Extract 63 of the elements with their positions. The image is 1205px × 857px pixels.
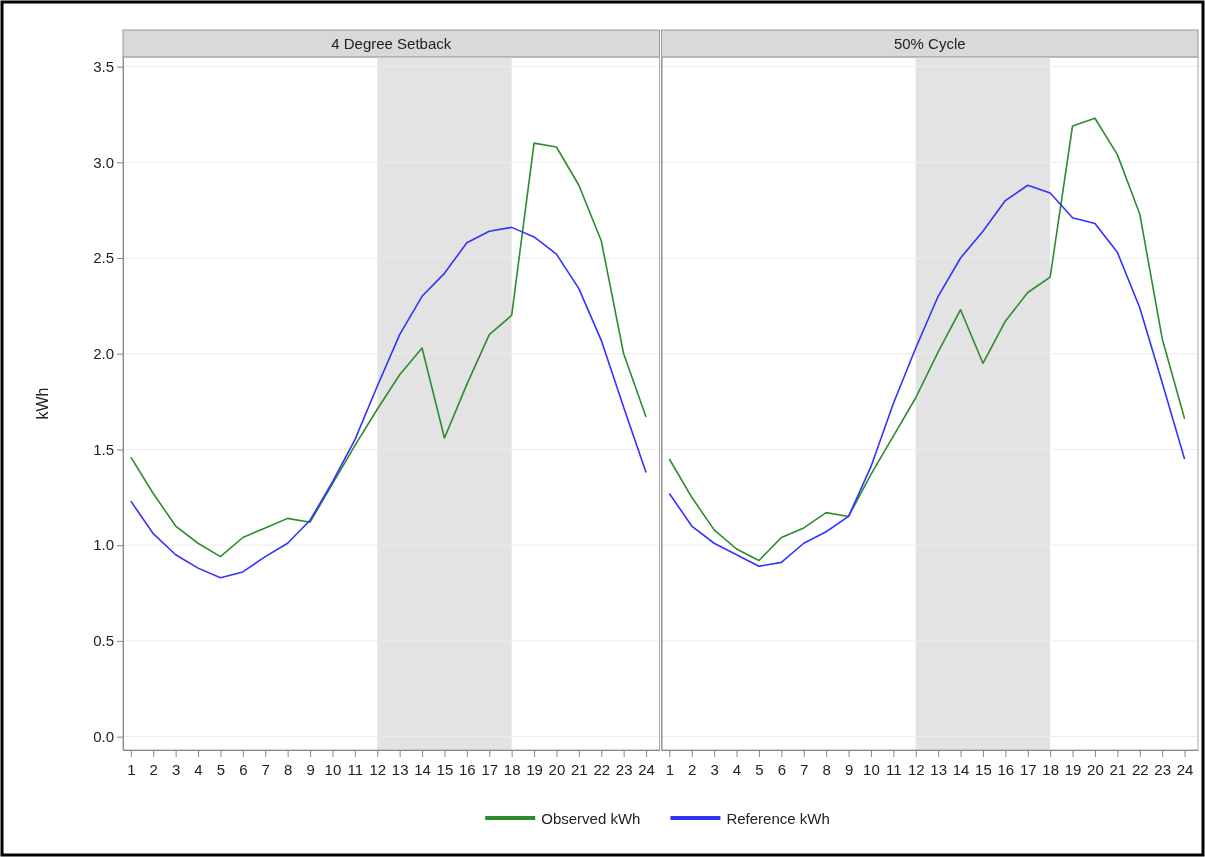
x-tick-label: 22 [593, 760, 611, 778]
legend-label: Reference kWh [726, 809, 830, 827]
x-tick-label: 1 [127, 760, 136, 778]
x-tick-label: 3 [171, 760, 181, 778]
legend-label: Observed kWh [541, 809, 641, 827]
x-tick-label: 17 [481, 760, 499, 778]
x-tick-label: 20 [548, 760, 566, 778]
x-tick-label: 4 [732, 760, 742, 778]
y-tick-label: 1.5 [93, 440, 114, 458]
line-series [130, 226, 647, 579]
x-tick-label: 10 [863, 760, 880, 778]
x-tick-label: 13 [930, 760, 947, 778]
x-tick-label: 13 [391, 760, 409, 778]
x-tick-label: 6 [777, 760, 787, 778]
x-tick-label: 22 [1131, 760, 1149, 778]
x-tick-label: 7 [261, 760, 270, 778]
x-tick-label: 24 [638, 760, 655, 778]
x-tick-label: 2 [688, 760, 697, 778]
x-tick-label: 11 [347, 760, 364, 778]
x-tick-label: 3 [710, 760, 719, 778]
x-tick-label: 20 [1087, 760, 1104, 778]
chart-title: 50% Cycle [893, 34, 966, 52]
x-tick-label: 19 [1064, 760, 1082, 778]
y-tick-label: 0.0 [93, 727, 114, 745]
x-tick-label: 8 [283, 760, 293, 778]
x-tick-label: 15 [436, 760, 454, 778]
y-tick-label: 0.5 [93, 632, 114, 650]
x-tick-label: 14 [952, 760, 970, 778]
x-tick-label: 10 [324, 760, 342, 778]
x-tick-label: 19 [526, 760, 543, 778]
x-tick-label: 5 [216, 760, 226, 778]
x-tick-label: 21 [1109, 760, 1127, 778]
x-tick-label: 6 [239, 760, 248, 778]
x-tick-label: 21 [571, 760, 588, 778]
x-tick-label: 24 [1176, 760, 1194, 778]
x-tick-label: 16 [997, 760, 1015, 778]
x-tick-label: 9 [844, 760, 854, 778]
x-tick-label: 11 [886, 760, 902, 778]
x-tick-label: 16 [459, 760, 476, 778]
x-tick-label: 12 [369, 760, 387, 778]
x-tick-label: 15 [975, 760, 992, 778]
x-tick-label: 12 [907, 760, 925, 778]
x-tick-label: 18 [1042, 760, 1059, 778]
x-tick-label: 8 [822, 760, 831, 778]
x-tick-label: 2 [149, 760, 158, 778]
x-tick-label: 17 [1019, 760, 1037, 778]
x-tick-label: 5 [755, 760, 764, 778]
x-tick-label: 23 [1154, 760, 1171, 778]
x-tick-label: 1 [665, 760, 675, 778]
y-tick-label: 1.0 [93, 536, 114, 554]
y-tick-label: 3.5 [93, 57, 114, 75]
x-tick-label: 23 [615, 760, 633, 778]
x-tick-label: 4 [194, 760, 203, 778]
x-tick-label: 18 [503, 760, 521, 778]
y-tick-label: 3.0 [93, 153, 114, 171]
y-tick-label: 2.5 [93, 249, 114, 267]
x-tick-label: 7 [800, 760, 809, 778]
chart-title: 4 Degree Setback [331, 34, 452, 52]
y-tick-label: 2.0 [93, 345, 114, 363]
x-tick-label: 9 [306, 760, 315, 778]
x-tick-label: 14 [414, 760, 431, 778]
line-series [130, 142, 647, 558]
y-axis-title: kWh [34, 387, 51, 420]
